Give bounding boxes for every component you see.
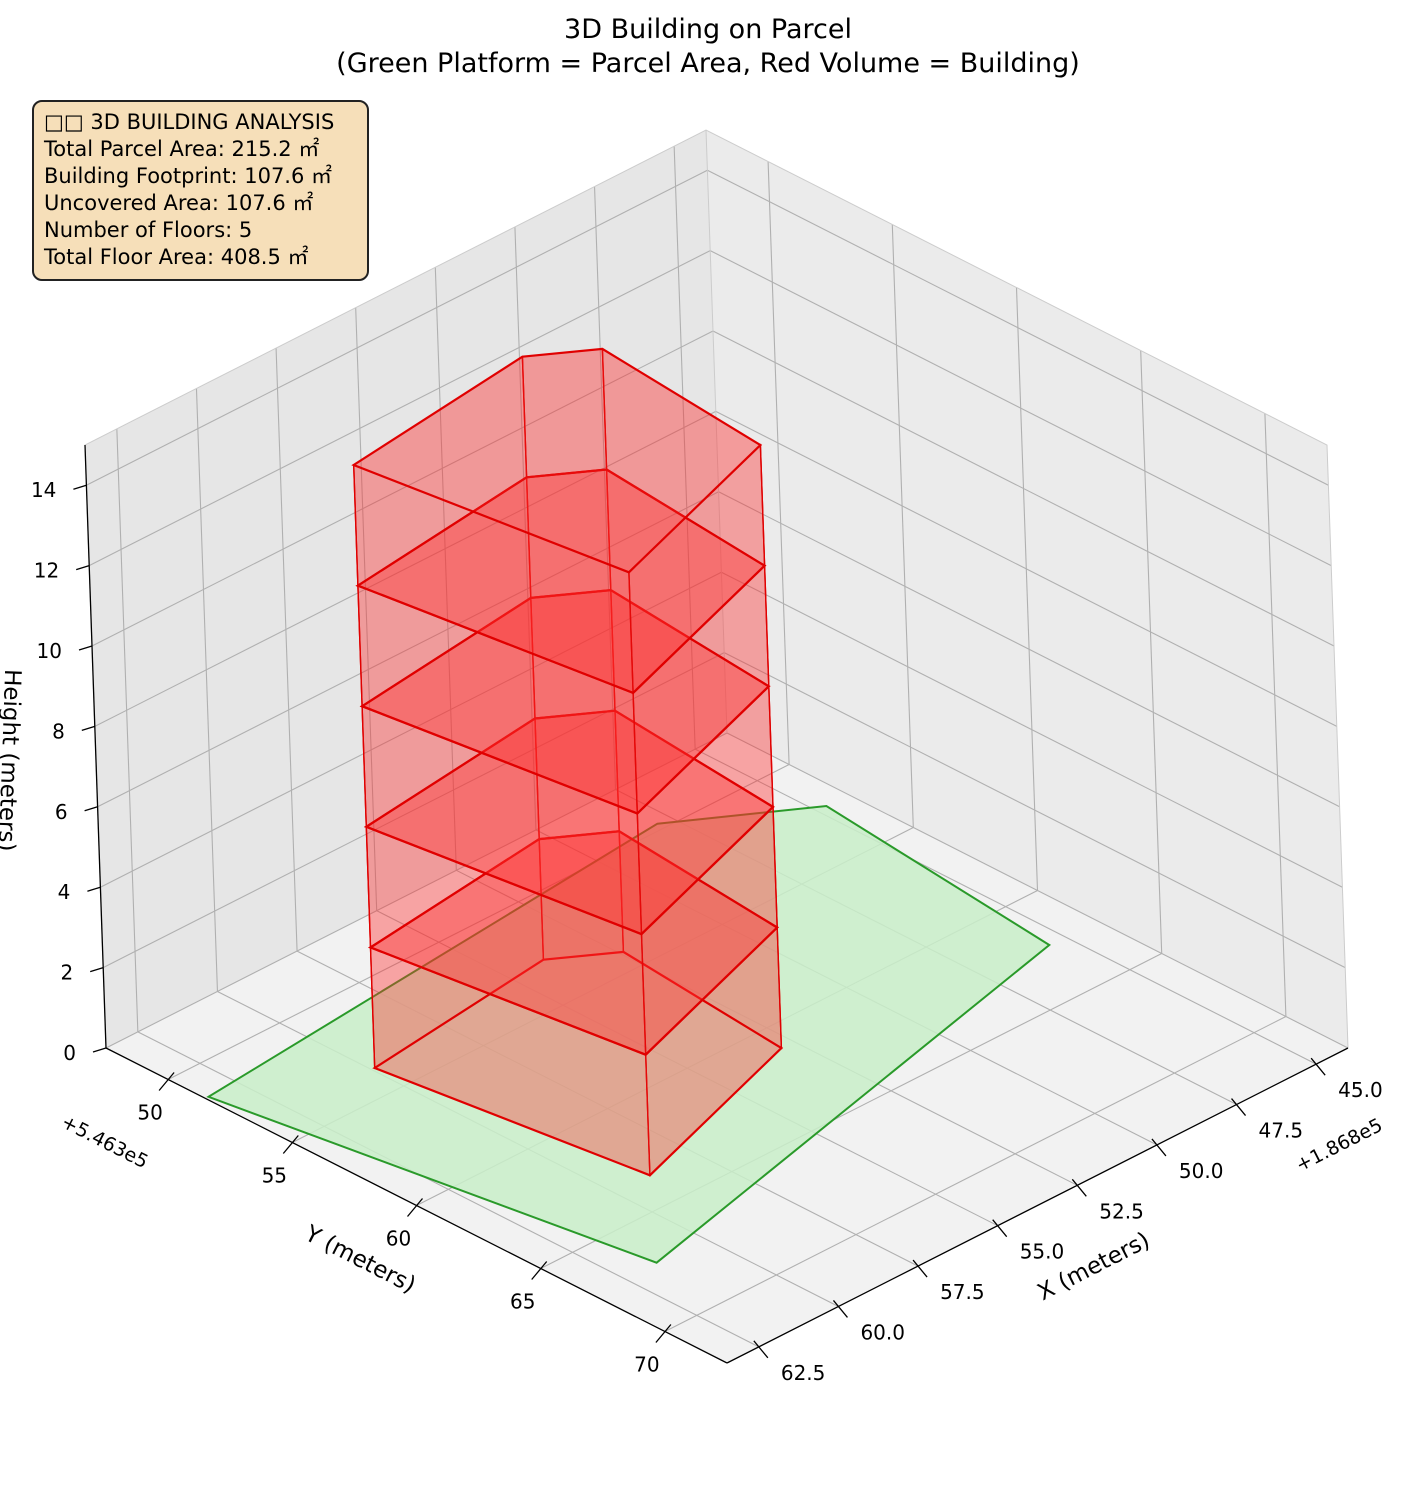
grid-line-x-wall xyxy=(514,226,537,830)
building-floor xyxy=(363,709,779,1057)
z-tick xyxy=(84,806,98,812)
pane-edge-corner xyxy=(705,129,728,734)
z-tick xyxy=(81,725,95,732)
grid-line-x-wall xyxy=(434,267,457,871)
z-tick xyxy=(87,886,101,892)
z-tick-label: 12 xyxy=(34,559,59,583)
grid-line-y-floor xyxy=(167,764,790,1080)
building-floor xyxy=(355,468,771,816)
building-floor-bottom xyxy=(363,709,775,936)
info-box-title: □□ 3D BUILDING ANALYSIS xyxy=(44,110,335,134)
z-tick xyxy=(92,1047,107,1053)
grid-line-x-wall xyxy=(355,307,378,911)
y-tick-label: 60 xyxy=(386,1227,411,1251)
z-tick-label: 14 xyxy=(31,478,56,502)
x-tick-label: 52.5 xyxy=(1099,1199,1144,1223)
z-tick-label: 10 xyxy=(37,639,62,663)
z-tick-label: 0 xyxy=(63,1041,76,1065)
x-tick xyxy=(1310,1057,1326,1076)
x-tick-label: 60.0 xyxy=(860,1320,905,1344)
z-tick xyxy=(76,564,90,571)
y-tick xyxy=(407,1198,423,1217)
x-tick-label: 45.0 xyxy=(1338,1078,1383,1102)
x-tick-label: 47.5 xyxy=(1259,1119,1304,1143)
y-tick xyxy=(282,1135,299,1154)
x-tick xyxy=(1071,1178,1087,1197)
y-tick xyxy=(655,1324,672,1343)
grid-line-x-wall xyxy=(116,428,139,1032)
x-tick xyxy=(912,1259,928,1278)
z-tick xyxy=(73,484,87,490)
y-tick xyxy=(158,1072,175,1091)
y-tick-label: 55 xyxy=(262,1164,287,1188)
grid-line-y-wall xyxy=(1140,350,1163,954)
y-tick-label: 50 xyxy=(137,1101,162,1125)
info-total-floor-area: Total Floor Area: 408.5 ㎡ xyxy=(44,245,309,269)
grid-line-x-wall xyxy=(275,348,298,952)
info-total-parcel-area: Total Parcel Area: 215.2 ㎡ xyxy=(44,137,320,161)
plot-area xyxy=(206,347,1052,1264)
x-tick-label: 50.0 xyxy=(1179,1159,1224,1183)
grid-line-y-wall xyxy=(891,224,914,828)
left-wall-pane xyxy=(85,130,727,1048)
y-tick-label: 70 xyxy=(634,1353,659,1377)
z-axis-line xyxy=(84,444,107,1049)
y-tick-label: 65 xyxy=(510,1290,535,1314)
x-offset-label: +1.868e5 xyxy=(1292,1114,1386,1176)
z-tick xyxy=(78,645,93,651)
building-floor-bottom xyxy=(368,830,779,1056)
x-tick xyxy=(753,1340,769,1359)
building-floor xyxy=(368,830,784,1177)
z-tick-label: 8 xyxy=(52,719,65,743)
z-tick-label: 6 xyxy=(55,800,68,824)
x-tick xyxy=(1151,1138,1167,1157)
info-uncovered-area: Uncovered Area: 107.6 ㎡ xyxy=(44,191,314,215)
grid-line-x-wall xyxy=(195,388,219,992)
chart-title-line-1: 3D Building on Parcel xyxy=(564,14,852,45)
x-axis-line xyxy=(726,1047,1349,1364)
x-tick xyxy=(1231,1098,1247,1116)
building-floor-bottom xyxy=(372,950,784,1177)
grid-line-x-wall xyxy=(593,186,617,790)
chart-title-line-2: (Green Platform = Parcel Area, Red Volum… xyxy=(336,48,1080,79)
y-tick xyxy=(531,1261,548,1280)
info-number-of-floors: Number of Floors: 5 xyxy=(44,218,253,242)
grid-line-y-wall xyxy=(1015,287,1039,891)
grid-line-y-wall xyxy=(1264,413,1287,1017)
building-floor xyxy=(351,347,767,695)
grid-line-x-wall xyxy=(673,146,696,750)
x-tick xyxy=(832,1300,848,1318)
building-floor-bottom xyxy=(355,468,767,695)
grid-line-y-floor xyxy=(664,1016,1287,1332)
grid-line-y-wall xyxy=(767,161,790,765)
parcel-platform xyxy=(206,804,1052,1264)
building-floor-bottom xyxy=(359,588,771,815)
axes-lines xyxy=(73,444,1349,1364)
x-tick xyxy=(992,1219,1008,1238)
x-tick-label: 62.5 xyxy=(781,1361,826,1385)
analysis-info-box: □□ 3D BUILDING ANALYSIS Total Parcel Are… xyxy=(32,100,369,281)
building-floor xyxy=(359,588,775,936)
x-tick-label: 57.5 xyxy=(940,1280,985,1304)
z-tick-label: 2 xyxy=(60,961,73,985)
z-tick-label: 4 xyxy=(58,880,71,904)
x-tick-label: 55.0 xyxy=(1020,1240,1065,1264)
z-axis-label: Height (meters) xyxy=(0,669,25,852)
z-tick xyxy=(90,966,104,973)
building-floor-top xyxy=(351,347,763,574)
info-building-footprint: Building Footprint: 107.6 ㎡ xyxy=(44,164,333,188)
